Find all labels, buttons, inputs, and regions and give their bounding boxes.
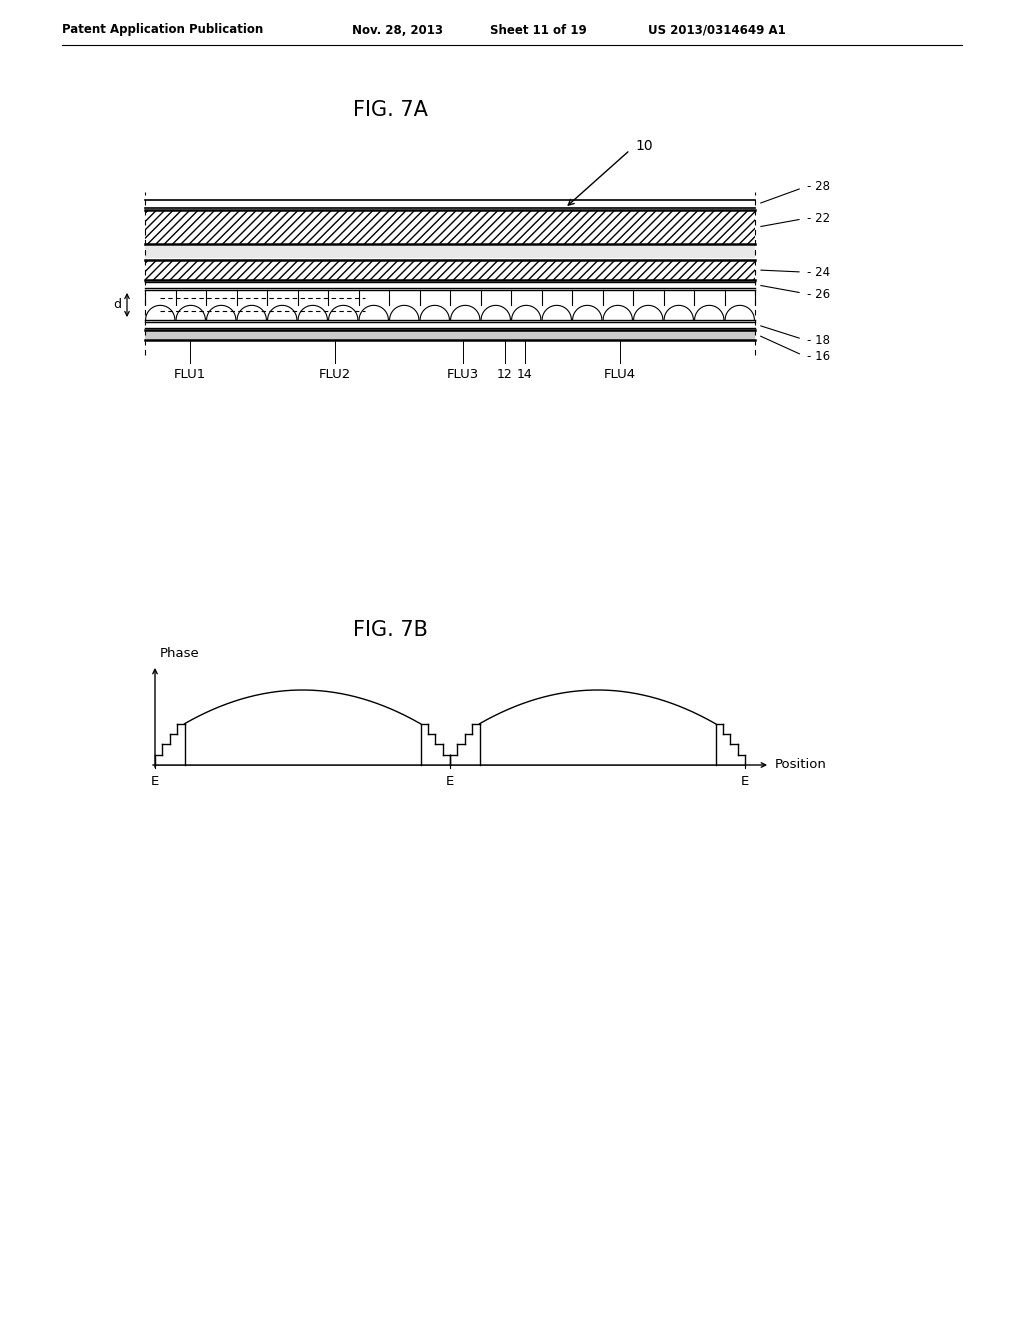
Text: E: E [151,775,159,788]
Text: 12: 12 [497,368,513,381]
Text: d: d [113,298,121,312]
Text: US 2013/0314649 A1: US 2013/0314649 A1 [648,24,785,37]
Text: - 26: - 26 [807,288,830,301]
Text: Sheet 11 of 19: Sheet 11 of 19 [490,24,587,37]
Text: FIG. 7B: FIG. 7B [352,620,427,640]
Text: Patent Application Publication: Patent Application Publication [62,24,263,37]
Text: FLU2: FLU2 [318,368,351,381]
Text: - 24: - 24 [807,265,830,279]
Text: 10: 10 [635,139,652,153]
Text: - 16: - 16 [807,350,830,363]
Text: - 18: - 18 [807,334,830,346]
Text: E: E [445,775,454,788]
Text: FLU4: FLU4 [604,368,636,381]
Text: Position: Position [775,759,826,771]
Text: FLU3: FLU3 [446,368,479,381]
Bar [145,246,755,257]
Bar [145,210,755,244]
Text: Phase: Phase [160,647,200,660]
Text: - 22: - 22 [807,213,830,226]
Bar [145,260,755,280]
Text: FLU1: FLU1 [174,368,206,381]
Text: E: E [741,775,750,788]
Bar [145,330,755,341]
Text: FIG. 7A: FIG. 7A [352,100,427,120]
Text: Nov. 28, 2013: Nov. 28, 2013 [352,24,443,37]
Text: - 28: - 28 [807,181,830,194]
Text: 14: 14 [517,368,532,381]
